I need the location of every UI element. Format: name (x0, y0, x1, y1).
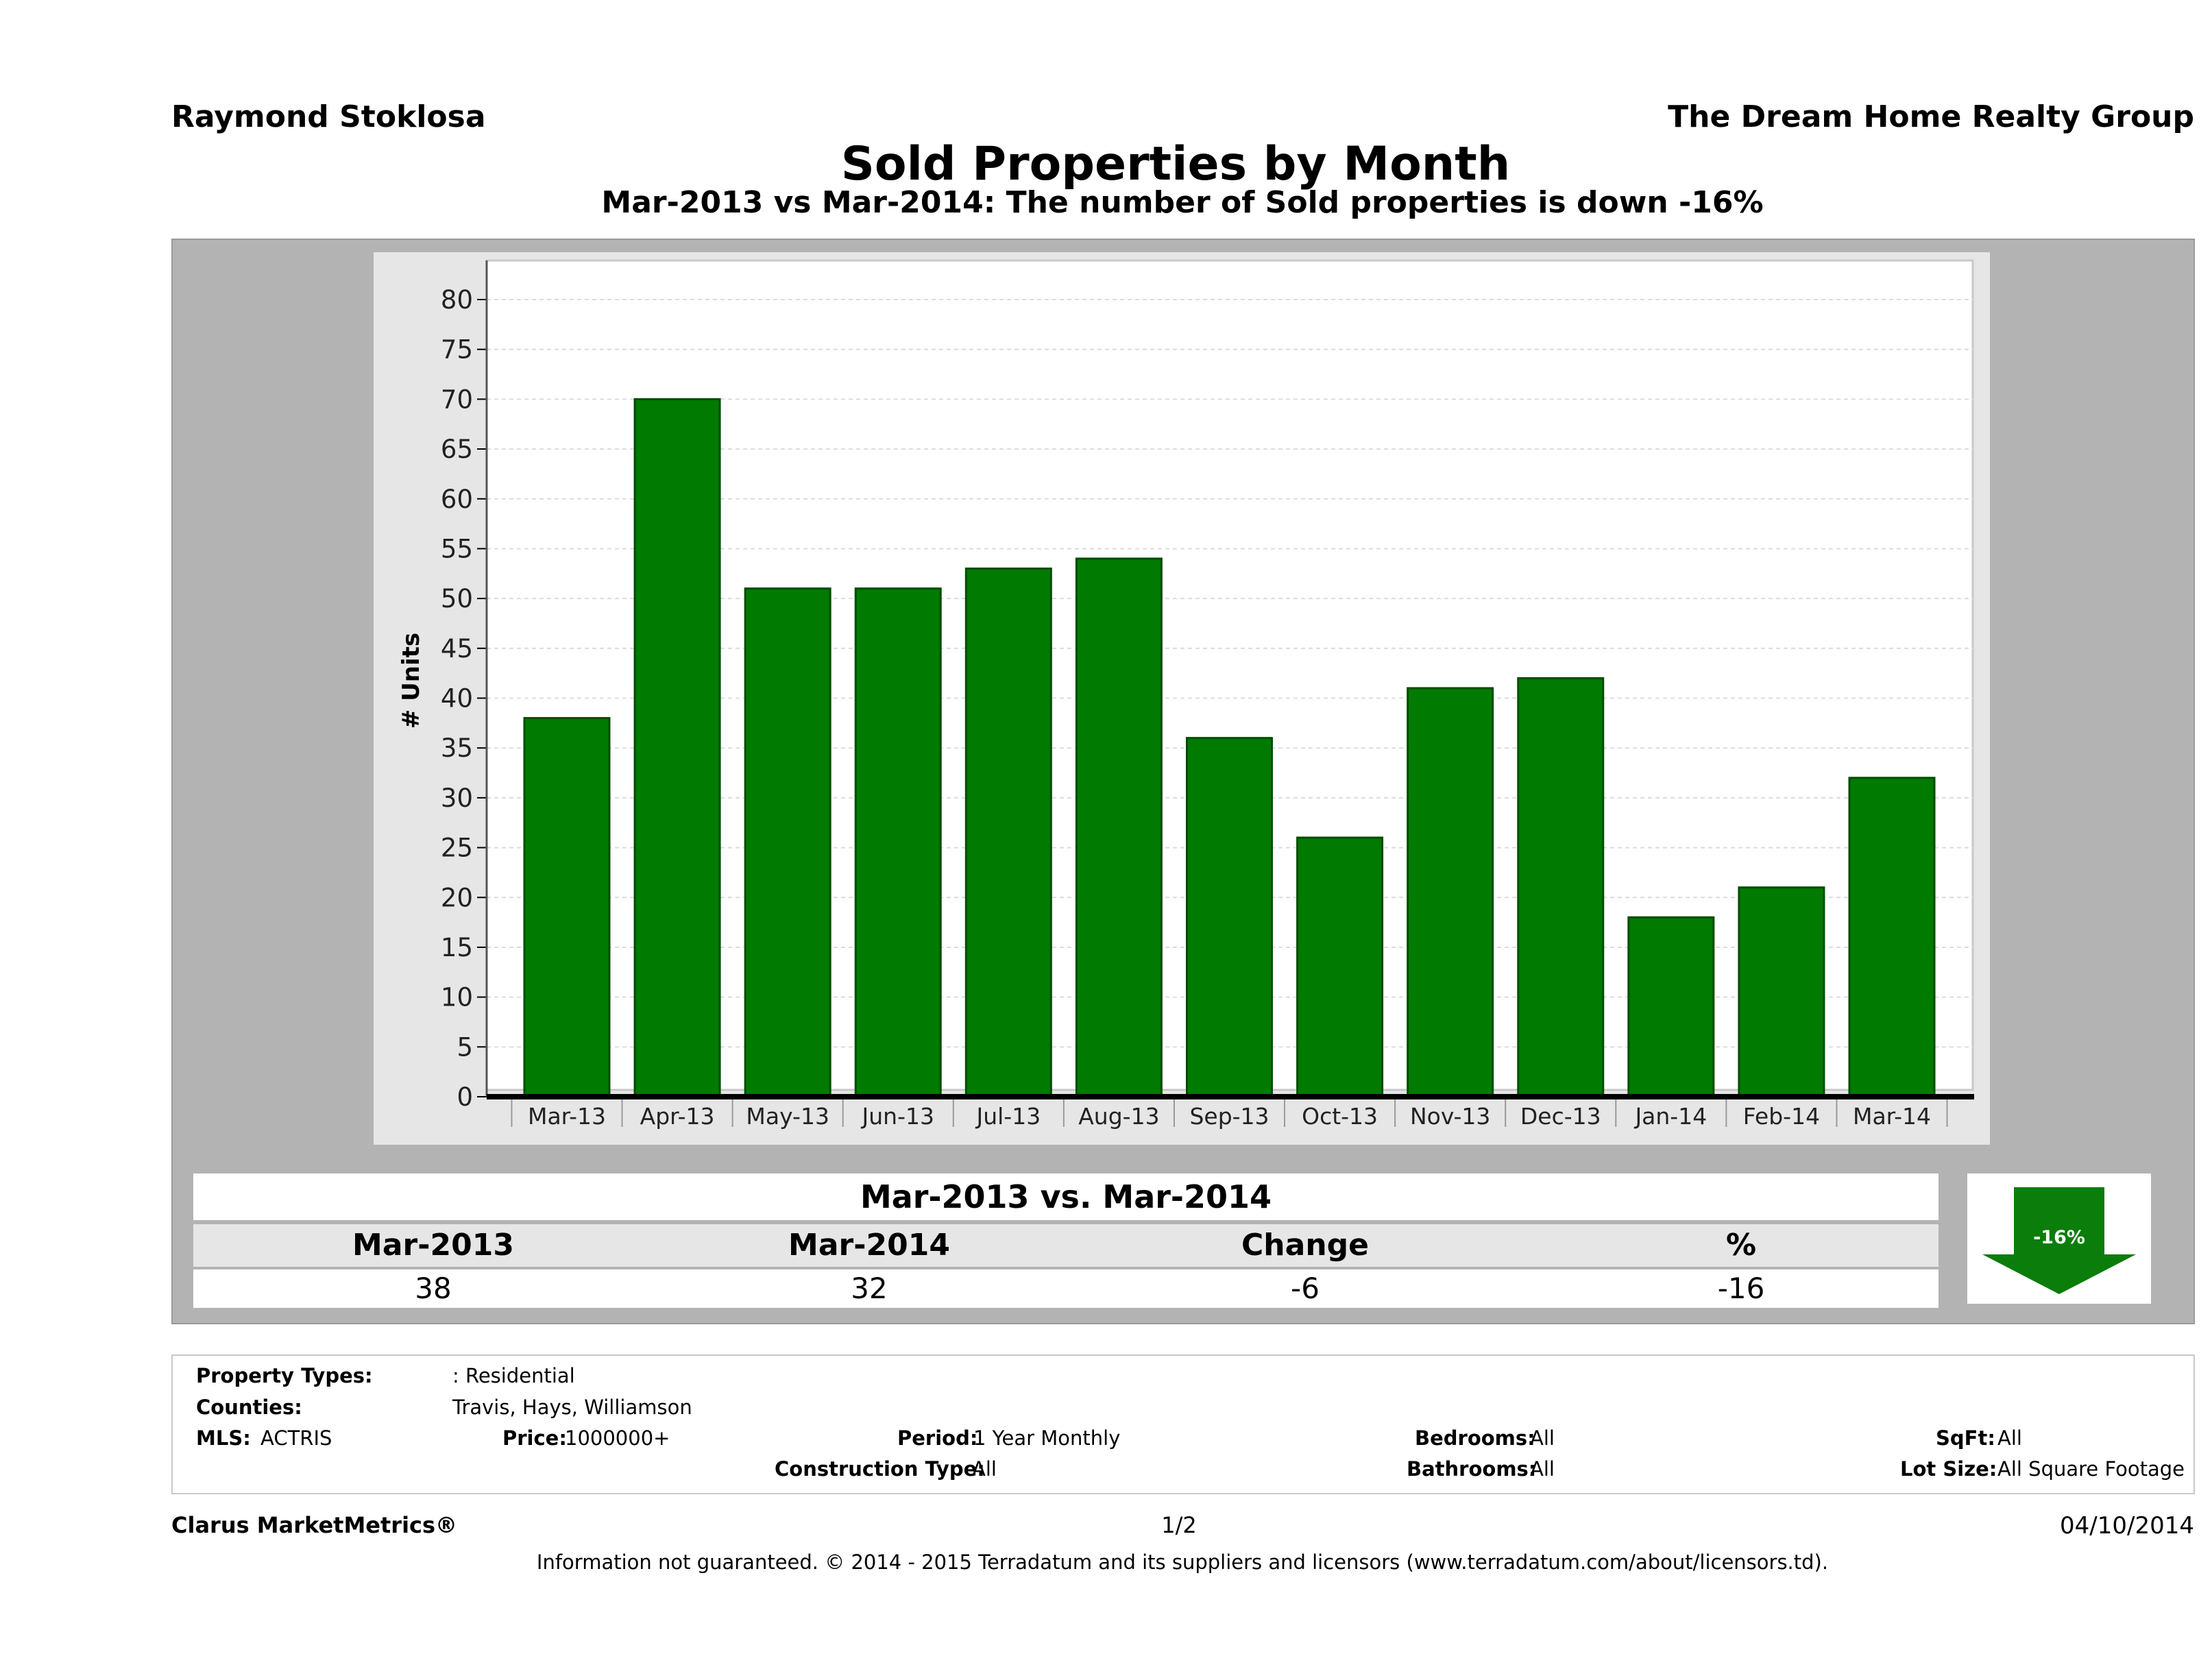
construction-type-label: Construction Type: (775, 1457, 985, 1481)
sqft-label: SqFt: (1936, 1426, 1995, 1450)
mls-label: MLS: (196, 1426, 251, 1450)
x-tick-label: Oct-13 (1302, 1103, 1378, 1130)
y-tick-label: 30 (441, 783, 473, 813)
y-tick-label: 40 (441, 684, 473, 714)
bar-Feb-14 (1738, 886, 1825, 1098)
bar-Apr-13 (633, 398, 721, 1098)
agent-name: Raymond Stoklosa (171, 99, 486, 134)
bar-Jul-13 (964, 568, 1052, 1098)
bar-Nov-13 (1407, 687, 1494, 1098)
lot-size-value: All Square Footage (1997, 1457, 2185, 1481)
y-tick-label: 75 (441, 335, 473, 365)
bar-May-13 (744, 587, 831, 1098)
bar-Jun-13 (854, 587, 942, 1098)
company-name: The Dream Home Realty Group (1668, 99, 2194, 134)
period-label: Period: (897, 1426, 978, 1450)
price-label: Price: (502, 1426, 567, 1450)
summary-header-prev: Mar-2013 (352, 1228, 514, 1263)
bar-Mar-13 (523, 717, 611, 1098)
x-tick-label: May-13 (746, 1103, 829, 1130)
y-tick-label: 35 (441, 733, 473, 763)
y-tick-label: 20 (441, 883, 473, 912)
y-tick-label: 5 (457, 1032, 473, 1062)
summary-value-change: -6 (1291, 1272, 1320, 1305)
bar-Dec-13 (1517, 677, 1605, 1098)
y-tick-label: 55 (441, 534, 473, 563)
summary-value-prev: 38 (415, 1272, 452, 1305)
change-badge: -16% (1967, 1174, 2151, 1304)
x-tick-label: Jun-13 (861, 1103, 934, 1130)
summary-header-curr: Mar-2014 (788, 1228, 950, 1263)
y-tick-label: 80 (441, 285, 473, 315)
x-tick-label: Mar-13 (528, 1103, 606, 1130)
price-value: 1000000+ (565, 1426, 670, 1450)
counties-label: Counties: (196, 1396, 302, 1419)
y-tick-label: 60 (441, 485, 473, 514)
summary-value-curr: 32 (851, 1272, 888, 1305)
mls-value: ACTRIS (260, 1426, 332, 1450)
x-tick-label: Mar-14 (1853, 1103, 1931, 1130)
bedrooms-label: Bedrooms: (1415, 1426, 1535, 1450)
bar-Mar-14 (1848, 777, 1936, 1098)
y-tick-label: 45 (441, 634, 473, 664)
y-tick-label: 70 (441, 385, 473, 414)
x-tick-label: Jan-14 (1633, 1103, 1707, 1130)
bar-Sep-13 (1186, 737, 1273, 1098)
summary-value-percent: -16 (1717, 1272, 1765, 1305)
summary-value-row: 38 32 -6 -16 (193, 1269, 1938, 1308)
y-tick-label: 10 (441, 983, 473, 1012)
filter-panel (171, 1354, 2195, 1494)
y-tick-label: 65 (441, 435, 473, 464)
x-tick-label: Jul-13 (975, 1103, 1041, 1130)
y-tick-label: 50 (441, 584, 473, 613)
x-tick-label: Nov-13 (1410, 1103, 1490, 1130)
summary-header-percent: % (1725, 1228, 1757, 1263)
property-types-label: Property Types: (196, 1364, 373, 1387)
bar-Jan-14 (1627, 916, 1715, 1098)
property-types-value: : Residential (452, 1364, 575, 1387)
brand-name: Clarus MarketMetrics® (171, 1512, 458, 1538)
x-tick-label: Aug-13 (1078, 1103, 1159, 1130)
down-arrow-icon: -16% (1982, 1187, 2136, 1294)
chart-subtitle: Mar-2013 vs Mar-2014: The number of Sold… (601, 185, 1764, 220)
chart-title: Sold Properties by Month (840, 137, 1511, 191)
bathrooms-label: Bathrooms: (1407, 1457, 1537, 1481)
summary-header-row: Mar-2013 Mar-2014 Change % (193, 1224, 1938, 1267)
period-value: 1 Year Monthly (973, 1426, 1121, 1450)
y-tick-label: 15 (441, 933, 473, 962)
bathrooms-value: All (1530, 1457, 1555, 1481)
summary-header-change: Change (1241, 1228, 1369, 1263)
page-number: 1/2 (1161, 1512, 1197, 1538)
lot-size-label: Lot Size: (1900, 1457, 1997, 1481)
y-axis-label: # Units (398, 633, 425, 729)
change-badge-label: -16% (2033, 1227, 2085, 1248)
y-tick-label: 25 (441, 834, 473, 863)
summary-title: Mar-2013 vs. Mar-2014 (193, 1174, 1938, 1220)
x-tick-label: Feb-14 (1743, 1103, 1820, 1130)
x-tick-label: Sep-13 (1189, 1103, 1269, 1130)
x-tick-label: Apr-13 (640, 1103, 715, 1130)
counties-value: Travis, Hays, Williamson (452, 1396, 692, 1419)
construction-type-value: All (972, 1457, 997, 1481)
sqft-value: All (1997, 1426, 2022, 1450)
x-tick-label: Dec-13 (1520, 1103, 1601, 1130)
bedrooms-value: All (1530, 1426, 1555, 1450)
bar-Aug-13 (1075, 557, 1163, 1098)
y-tick-label: 0 (457, 1082, 473, 1112)
bar-Oct-13 (1296, 836, 1384, 1098)
report-date: 04/10/2014 (2060, 1512, 2194, 1540)
bar-chart: 0 5 10 15 20 25 30 35 40 45 50 55 60 65 70 75 80 Mar-13 Ap… (398, 259, 1974, 1130)
disclaimer: Information not guaranteed. © 2014 - 201… (536, 1551, 1829, 1574)
